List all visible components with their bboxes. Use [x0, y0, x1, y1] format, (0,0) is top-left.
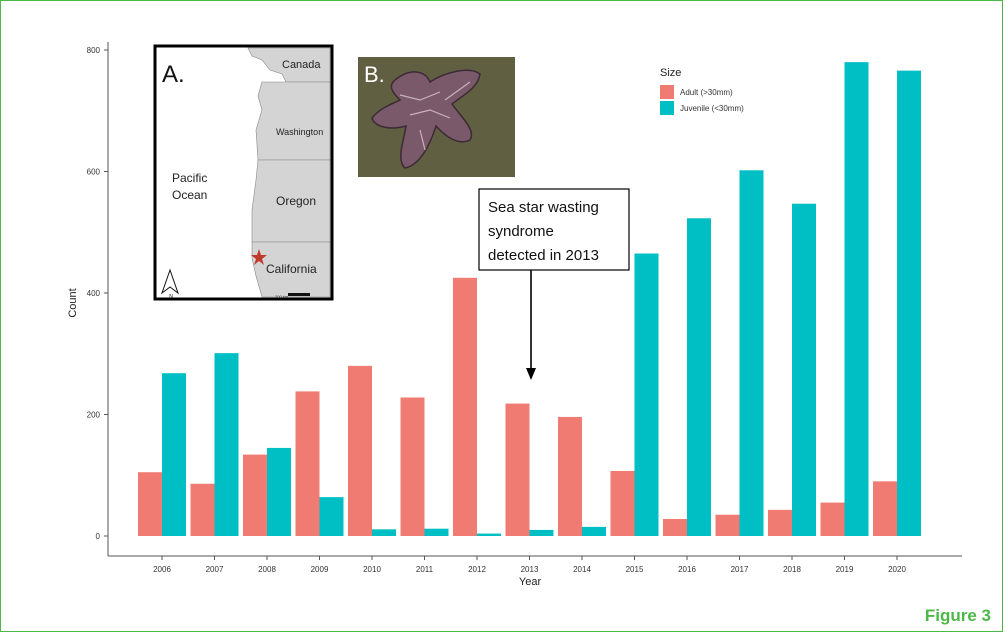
legend-swatch-juvenile: [660, 101, 674, 115]
y-axis-label: Count: [67, 288, 79, 317]
map-land-washington: [255, 81, 331, 161]
x-tick-label: 2009: [311, 565, 329, 574]
bar-juvenile-2008: [267, 447, 291, 536]
map-star-marker: [251, 249, 267, 265]
x-tick-label: 2015: [626, 565, 644, 574]
bar-juvenile-2009: [319, 497, 344, 536]
x-tick-label: 2018: [783, 565, 801, 574]
sea-star-texture: [399, 81, 471, 151]
y-tick-label: 200: [87, 411, 101, 420]
bar-juvenile-2007: [214, 353, 239, 536]
x-tick-label: 2016: [678, 565, 696, 574]
x-tick-label: 2017: [731, 565, 749, 574]
map-place-ocean: Ocean: [172, 188, 207, 202]
bar-adult-2014: [558, 416, 582, 536]
map-land-california: [251, 241, 331, 298]
bar-adult-2008: [243, 454, 267, 536]
map-place-pacific: Pacific: [172, 171, 207, 185]
y-tick-label: 0: [96, 532, 101, 541]
map-place-washington: Washington: [276, 127, 323, 137]
legend-label-adult: Adult (>30mm): [680, 88, 733, 97]
annotation-line-1: Sea star wasting: [488, 199, 599, 216]
scale-bar: [288, 293, 310, 296]
x-tick-label: 2010: [363, 565, 381, 574]
bar-juvenile-2006: [162, 373, 186, 536]
bar-adult-2013: [505, 403, 530, 536]
bar-juvenile-2018: [792, 203, 816, 536]
annotation-line-3: detected in 2013: [488, 247, 599, 264]
scale-label: 200 km: [275, 294, 289, 299]
bar-juvenile-2017: [739, 170, 764, 536]
map-label: A.: [162, 61, 185, 88]
bar-adult-2010: [348, 365, 372, 536]
map-place-oregon: Oregon: [276, 194, 316, 208]
x-tick-label: 2020: [888, 565, 906, 574]
bar-juvenile-2010: [372, 529, 396, 536]
x-axis-label: Year: [519, 576, 542, 588]
annotation-box: [478, 188, 630, 271]
map-place-california: California: [266, 262, 317, 276]
inset-photo: B.: [358, 57, 515, 177]
map-land-canada: [247, 47, 331, 83]
map-place-canada: Canada: [282, 59, 321, 71]
legend: Size Adult (>30mm) Juvenile (<30mm): [660, 67, 744, 115]
x-tick-label: 2007: [206, 565, 224, 574]
x-tick-label: 2012: [468, 565, 486, 574]
bar-adult-2012: [453, 277, 477, 536]
bar-juvenile-2012: [477, 533, 501, 536]
bar-adult-2016: [663, 518, 687, 536]
bar-adult-2019: [820, 502, 845, 536]
bar-juvenile-2019: [844, 62, 869, 537]
north-arrow-icon: [160, 268, 180, 295]
y-tick-label: 800: [87, 46, 101, 55]
bar-adult-2009: [295, 391, 320, 536]
bar-adult-2020: [873, 481, 897, 536]
annotation-arrowhead: [526, 368, 536, 380]
bar-adult-2007: [190, 483, 215, 536]
axes: [107, 42, 962, 557]
bar-adult-2017: [715, 514, 740, 536]
bar-juvenile-2020: [897, 70, 921, 536]
bar-juvenile-2014: [582, 526, 606, 536]
x-tick-label: 2011: [416, 565, 434, 574]
bar-adult-2015: [610, 470, 635, 536]
bar-juvenile-2016: [687, 218, 711, 536]
x-tick-label: 2013: [521, 565, 539, 574]
x-tick-label: 2019: [836, 565, 854, 574]
bar-juvenile-2011: [424, 528, 449, 536]
north-label: N: [169, 294, 173, 300]
x-tick-label: 2014: [573, 565, 591, 574]
bar-adult-2018: [768, 509, 792, 536]
y-ticks: 0 200 400 600 800: [87, 46, 108, 541]
x-ticks: 2006 2007 2008 2009 2010 2011 2012 2013 2014 2015…: [153, 556, 906, 574]
bar-adult-2006: [138, 472, 162, 536]
y-tick-label: 400: [87, 289, 101, 298]
x-tick-label: 2006: [153, 565, 171, 574]
bar-juvenile-2015: [634, 253, 659, 536]
y-tick-label: 600: [87, 168, 101, 177]
legend-title: Size: [660, 67, 681, 79]
legend-label-juvenile: Juvenile (<30mm): [680, 104, 744, 113]
bar-adult-2011: [400, 397, 425, 536]
annotation: Sea star wasting syndrome detected in 20…: [478, 188, 630, 380]
inset-map: A. Canada Washington Pacific Ocean Orego…: [153, 44, 334, 301]
figure-label: Figure 3: [924, 606, 991, 625]
legend-swatch-adult: [660, 85, 674, 99]
photo-label: B.: [364, 62, 385, 87]
bars: [138, 62, 921, 537]
annotation-line-2: syndrome: [488, 223, 554, 240]
x-tick-label: 2008: [258, 565, 276, 574]
bar-juvenile-2013: [529, 529, 554, 536]
